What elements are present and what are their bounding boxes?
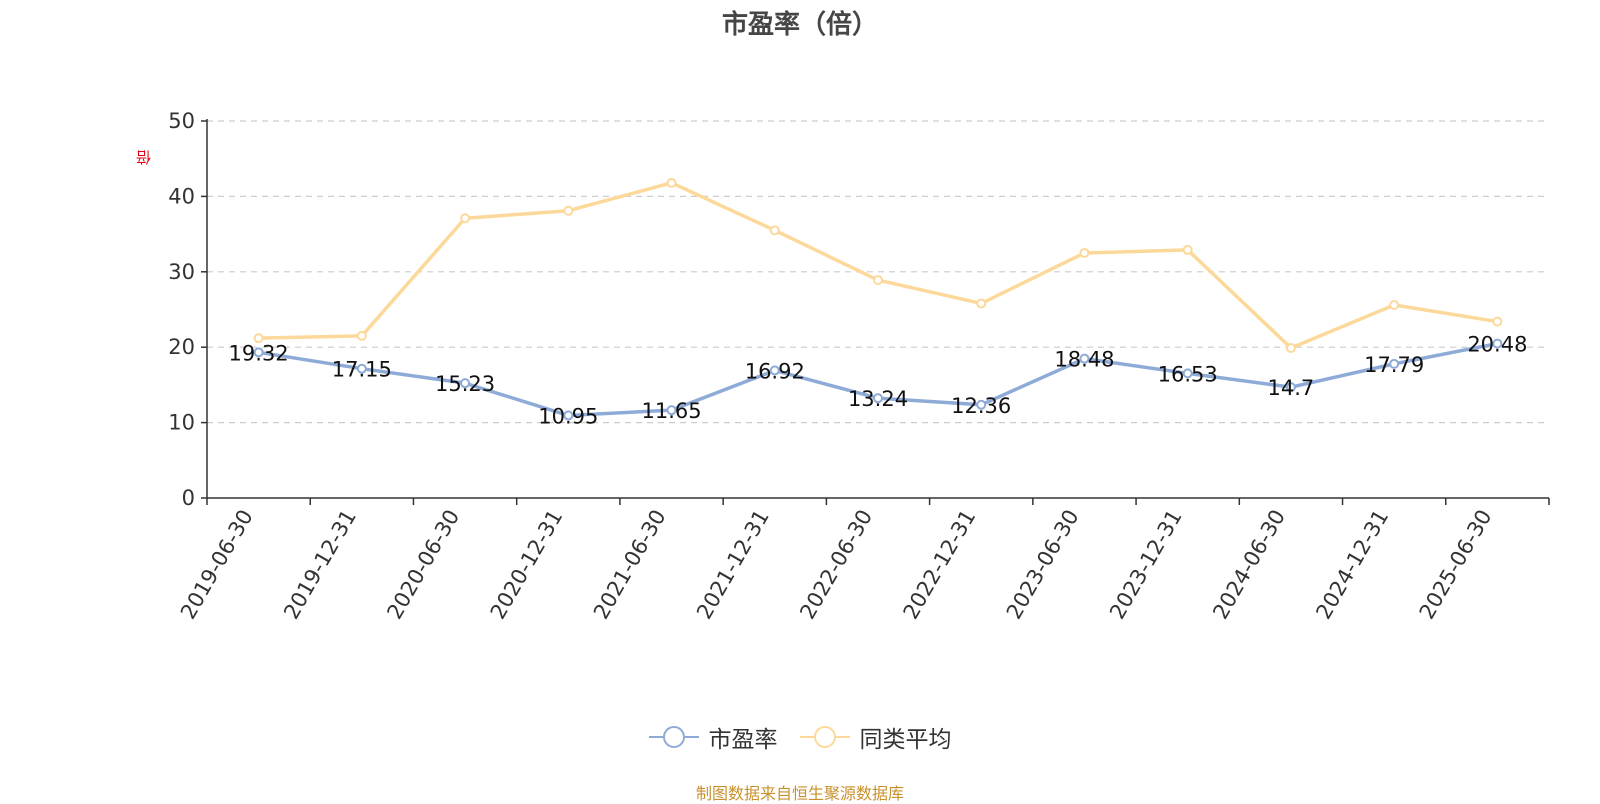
data-point: [1285, 342, 1296, 353]
data-label: 13.24: [848, 387, 908, 411]
y-tick-label: 0: [182, 486, 195, 510]
data-labels: 19.32 17.15 15.23 10.95 11.65 16.92 13.24 12.36…: [229, 333, 1528, 429]
data-point: [769, 225, 780, 236]
data-label: 20.48: [1467, 333, 1527, 357]
data-label: 15.23: [435, 372, 495, 396]
x-tick-label: 2023-12-31: [1105, 506, 1187, 624]
legend-pe-label: 市盈率: [708, 727, 778, 753]
data-point: [1492, 316, 1503, 327]
data-point: [769, 365, 780, 376]
data-point: [976, 298, 987, 309]
data-point: [1389, 299, 1400, 310]
data-point: [356, 330, 367, 341]
data-label: 10.95: [538, 404, 598, 428]
data-point: [253, 347, 264, 358]
data-point: [1492, 338, 1503, 349]
chart-title: 市盈率（倍）: [721, 10, 878, 40]
legend-item-peer-average[interactable]: 同类平均: [799, 720, 952, 754]
legend-item-pe[interactable]: 市盈率: [648, 720, 778, 754]
data-point: [460, 213, 471, 224]
data-point: [356, 363, 367, 374]
legend-peer-line-icon: [799, 726, 850, 748]
grid-lines: [207, 120, 1549, 424]
x-tick-label: 2022-06-30: [795, 506, 877, 624]
data-point: [563, 205, 574, 216]
data-label: 19.32: [229, 341, 289, 365]
x-tick-label: 2019-12-31: [279, 506, 361, 624]
data-point: [460, 378, 471, 389]
x-tick-label: 2024-12-31: [1311, 506, 1393, 624]
data-point: [976, 399, 987, 410]
data-label: 17.79: [1364, 353, 1424, 377]
data-point: [1079, 353, 1090, 364]
data-point: [873, 275, 883, 286]
x-tick-label: 2020-06-30: [382, 505, 464, 623]
y-tick-label: 40: [168, 184, 195, 208]
data-point: [666, 405, 677, 416]
data-label: 11.65: [641, 399, 701, 423]
data-label: 16.53: [1158, 362, 1218, 386]
data-point: [1285, 382, 1296, 393]
data-label: 18.48: [1054, 348, 1114, 372]
y-tick-label: 30: [168, 260, 195, 284]
y-tick-label: 50: [168, 109, 195, 133]
x-tick-label: 2021-12-31: [692, 506, 774, 624]
series-line: [258, 181, 1498, 350]
y-tick-label: 10: [168, 411, 195, 435]
x-tick-label: 2019-06-30: [176, 506, 258, 624]
data-label: 16.92: [745, 359, 805, 383]
x-tick-label: 2022-12-31: [899, 505, 981, 623]
data-point: [1182, 244, 1193, 255]
data-point: [253, 333, 264, 344]
y-tick-label: 20: [168, 335, 195, 359]
data-point: [1079, 247, 1090, 258]
legend: 市盈率 同类平均: [0, 720, 1600, 754]
x-tick-label: 2024-06-30: [1208, 506, 1290, 624]
x-tick-label: 2023-06-30: [1002, 506, 1084, 624]
data-label: 12.36: [951, 394, 1011, 418]
data-point: [666, 177, 677, 188]
x-tick-label: 2025-06-30: [1415, 506, 1497, 624]
data-point: [1389, 358, 1400, 369]
source-note: 制图数据来自恒生聚源数据库: [695, 784, 904, 803]
data-point: [563, 410, 574, 421]
data-label: 14.7: [1268, 376, 1315, 400]
data-label: 17.15: [332, 358, 392, 382]
data-point: [873, 393, 883, 404]
series-lines: [253, 177, 1503, 421]
data-point: [1182, 368, 1193, 379]
x-tick-label: 2021-06-30: [589, 506, 671, 624]
legend-peer-label: 同类平均: [859, 727, 952, 753]
x-tick-label: 2020-12-31: [486, 506, 568, 624]
legend-pe-line-icon: [648, 726, 699, 748]
